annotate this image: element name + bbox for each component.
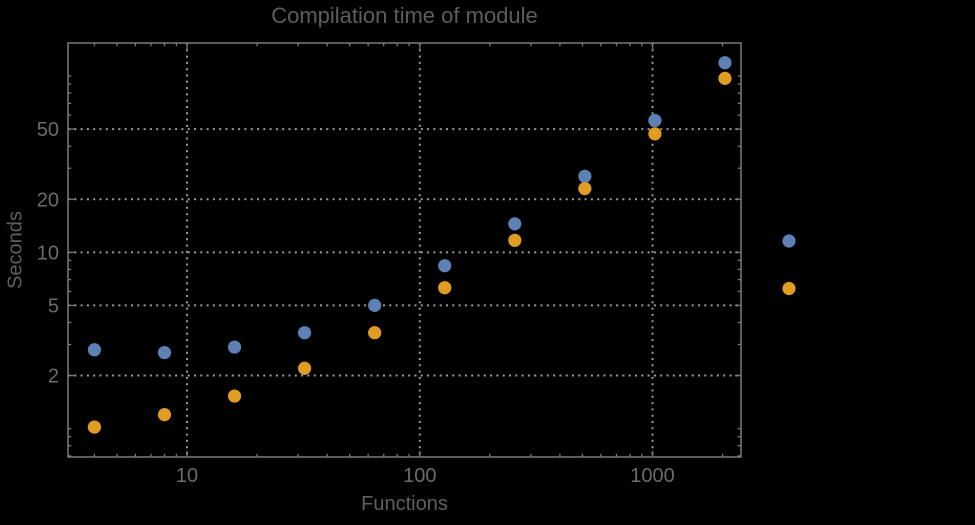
data-point-series-1 (87, 343, 102, 357)
x-tick-label: 100 (403, 465, 436, 487)
data-point-series-1 (368, 298, 382, 312)
data-point-series-2 (227, 389, 242, 403)
data-point-series-1 (157, 345, 172, 360)
x-axis-label: Functions (361, 493, 448, 515)
data-point-series-1 (648, 113, 662, 128)
data-point-series-2 (157, 408, 172, 422)
data-point-series-2 (87, 420, 102, 434)
data-point-series-1 (227, 340, 242, 354)
data-point-series-2 (368, 326, 382, 340)
y-tick-label: 5 (48, 295, 59, 317)
y-tick-label: 20 (37, 189, 59, 211)
data-point-series-2 (648, 127, 662, 141)
legend-marker-2 (782, 281, 796, 296)
plot-frame (67, 42, 742, 458)
data-point-series-1 (298, 326, 312, 340)
data-point-series-1 (578, 169, 592, 183)
x-tick-label: 10 (176, 465, 198, 487)
data-point-series-1 (508, 217, 522, 231)
data-point-series-2 (578, 181, 592, 196)
data-point-series-2 (298, 361, 312, 375)
y-tick-label: 50 (37, 119, 59, 141)
chart-title: Compilation time of module (271, 3, 538, 28)
x-tick-label: 1000 (630, 465, 675, 487)
data-point-series-1 (718, 56, 732, 70)
data-point-series-2 (508, 233, 522, 247)
y-tick-label: 10 (37, 242, 59, 264)
data-point-series-2 (718, 71, 732, 85)
y-tick-label: 2 (48, 366, 59, 388)
data-point-series-2 (438, 281, 452, 295)
legend-marker-1 (782, 234, 796, 248)
data-point-series-1 (438, 259, 452, 273)
